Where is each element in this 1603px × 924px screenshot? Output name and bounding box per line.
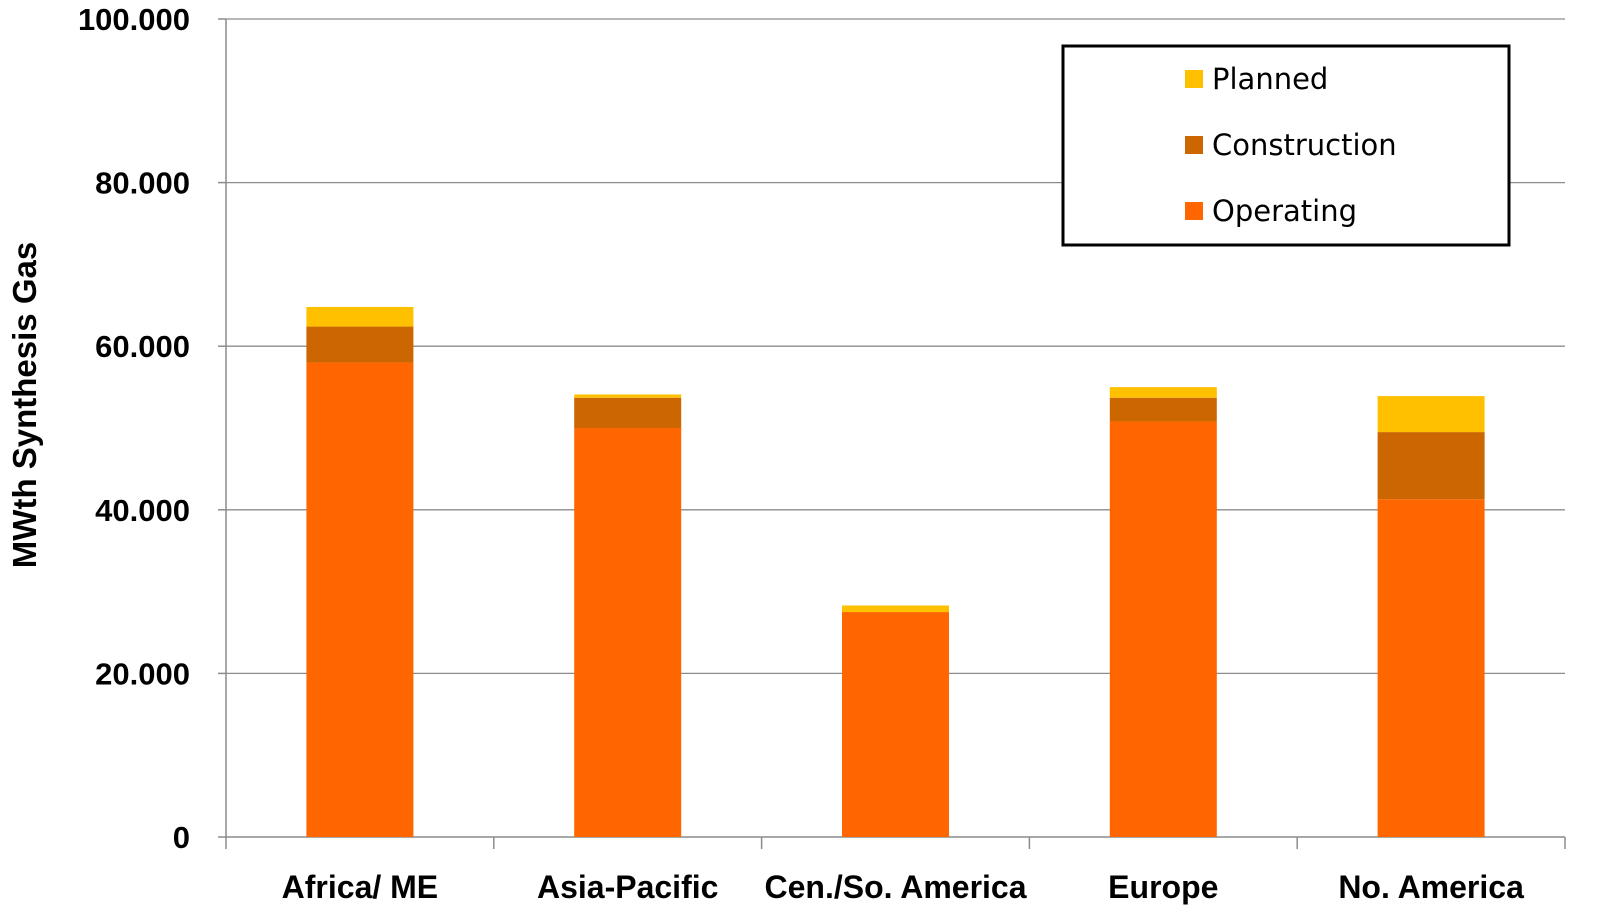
legend-box [1061,44,1511,247]
bar-segment-construction [1109,397,1217,422]
x-category-label: Cen./So. America [764,869,1026,905]
y-tick-label: 20.000 [95,656,190,691]
bar-segment-planned [1377,396,1485,433]
y-tick-label: 60.000 [95,329,190,364]
bar-segment-operating [1109,421,1217,837]
y-tick-label: 0 [173,820,190,855]
x-category-label: Africa/ ME [282,869,438,905]
legend-swatch-construction [1185,136,1203,154]
bar-segment-operating [842,612,949,837]
x-category-label: Europe [1108,869,1218,905]
bar-segment-operating [306,362,414,837]
legend-label-operating: Operating [1212,194,1357,228]
bar-segment-construction [1377,432,1485,500]
legend-label-construction: Construction [1212,128,1397,162]
legend-swatch-planned [1185,70,1203,88]
y-tick-label: 80.000 [95,166,190,201]
bar-segment-operating [574,428,682,837]
legend-label-planned: Planned [1212,62,1328,96]
y-axis-title: MWth Synthesis Gas [6,242,43,568]
bar-segment-planned [1109,387,1217,398]
bar-segment-planned [574,394,682,398]
legend-swatch-operating [1185,202,1203,220]
y-tick-labels: 0 20.000 40.000 60.000 80.000 100.000 [78,2,190,855]
bar-segment-construction [306,326,414,363]
y-tick-label: 100.000 [78,2,190,37]
bars [306,306,1485,837]
bar-segment-planned [842,605,949,613]
legend: Planned Construction Operating [1061,44,1511,247]
x-category-labels: Africa/ ME Asia-Pacific Cen./So. America Eu… [282,869,1524,905]
bar-segment-construction [574,397,682,428]
x-category-label: No. America [1338,869,1524,905]
bar-segment-planned [306,306,414,327]
x-category-label: Asia-Pacific [537,869,718,905]
bar-segment-operating [1377,499,1485,837]
y-tick-label: 40.000 [95,493,190,528]
